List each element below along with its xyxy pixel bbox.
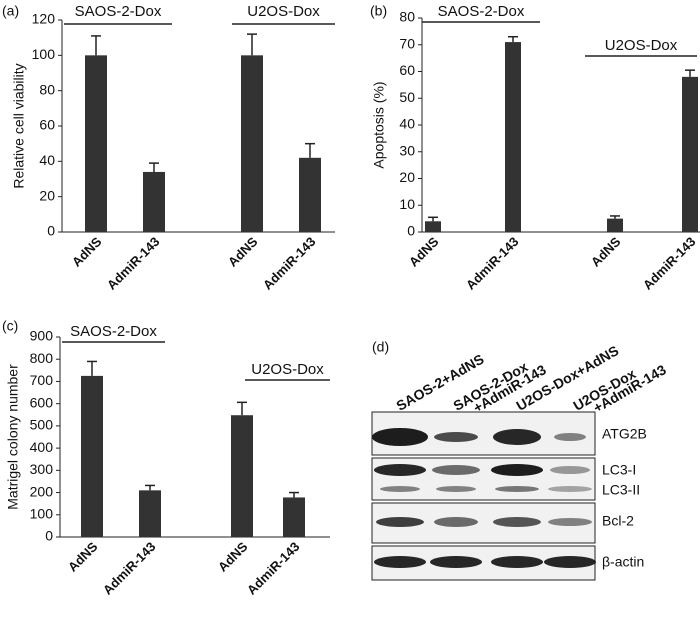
y-tick-label: 0 [45, 528, 53, 544]
x-tick-label: AdmiR-143 [640, 234, 699, 293]
x-tick-label: AdNS [69, 234, 105, 270]
blot-band [491, 464, 543, 476]
bar [425, 221, 441, 232]
y-tick-label: 60 [39, 117, 55, 133]
blot-band [550, 466, 590, 474]
bar [85, 55, 107, 233]
row-label: Bcl-2 [602, 513, 634, 529]
blot-band [374, 556, 426, 568]
blot-band [495, 486, 539, 492]
blot-band [432, 465, 480, 475]
panel-label: (a) [2, 3, 19, 19]
y-tick-label: 60 [399, 62, 415, 78]
y-tick-label: 800 [30, 350, 54, 366]
y-tick-label: 200 [30, 483, 54, 499]
blot-band [544, 556, 596, 568]
bar [241, 55, 263, 233]
x-tick-label: AdNS [215, 539, 251, 575]
blot-band [554, 433, 586, 441]
blot-band [548, 518, 592, 526]
blot-band [376, 517, 424, 527]
y-tick-label: 0 [47, 223, 55, 239]
y-tick-label: 300 [30, 461, 54, 477]
y-tick-label: 40 [399, 116, 415, 132]
y-tick-label: 900 [30, 328, 54, 344]
y-axis-label: Relative cell viability [11, 63, 27, 188]
group-label: U2OS-Dox [251, 361, 324, 378]
y-tick-label: 10 [399, 196, 415, 212]
blot-strip [371, 411, 596, 456]
bar [505, 42, 521, 233]
x-tick-label: AdmiR-143 [463, 234, 522, 293]
bar [682, 76, 698, 232]
bar [231, 415, 253, 537]
y-tick-label: 600 [30, 394, 54, 410]
x-tick-label: AdmiR-143 [100, 539, 159, 598]
x-tick-label: AdmiR-143 [260, 234, 319, 293]
row-label: LC3-I [602, 462, 636, 478]
blot-band [491, 556, 543, 568]
x-tick-label: AdNS [65, 539, 101, 575]
row-label: LC3-II [602, 482, 640, 498]
bar [81, 375, 103, 537]
y-tick-label: 70 [399, 35, 415, 51]
x-tick-label: AdNS [406, 234, 442, 270]
blot-band [434, 432, 478, 442]
y-tick-label: 500 [30, 417, 54, 433]
blot-band [436, 486, 476, 492]
y-tick-label: 700 [30, 372, 54, 388]
y-tick-label: 0 [407, 223, 415, 239]
row-label: ATG2B [602, 426, 647, 442]
panel-label: (b) [370, 3, 387, 19]
group-label: U2OS-Dox [605, 37, 678, 54]
blot-band [372, 428, 428, 446]
blot-band [434, 517, 478, 527]
y-tick-label: 100 [32, 46, 56, 62]
y-tick-label: 120 [32, 11, 56, 27]
panel-label: (c) [2, 318, 18, 334]
blot-band [548, 486, 592, 492]
y-axis-label: Apoptosis (%) [371, 81, 387, 168]
y-tick-label: 30 [399, 142, 415, 158]
bar [139, 490, 161, 537]
group-label: U2OS-Dox [247, 3, 320, 20]
y-tick-label: 20 [39, 187, 55, 203]
x-tick-label: AdmiR-143 [104, 234, 163, 293]
panel-label: (d) [372, 339, 389, 355]
bar [299, 157, 321, 232]
x-tick-label: AdNS [225, 234, 261, 270]
bar [143, 171, 165, 232]
x-tick-label: AdmiR-143 [244, 539, 303, 598]
y-axis-label: Matrigel colony number [5, 364, 21, 510]
group-label: SAOS-2-Dox [70, 323, 157, 340]
row-label: β-actin [602, 554, 644, 570]
x-tick-label: AdNS [588, 234, 624, 270]
blot-band [430, 556, 482, 568]
blot-band [493, 429, 541, 445]
y-tick-label: 40 [39, 152, 55, 168]
bar [283, 497, 305, 537]
y-tick-label: 400 [30, 439, 54, 455]
y-tick-label: 80 [399, 9, 415, 25]
group-label: SAOS-2-Dox [75, 3, 162, 20]
y-tick-label: 20 [399, 169, 415, 185]
y-tick-label: 100 [30, 505, 54, 521]
blot-band [380, 486, 420, 492]
blot-band [493, 517, 541, 527]
blot-band [374, 464, 426, 476]
y-tick-label: 50 [399, 89, 415, 105]
group-label: SAOS-2-Dox [438, 3, 525, 20]
y-tick-label: 80 [39, 81, 55, 97]
bar [607, 218, 623, 232]
